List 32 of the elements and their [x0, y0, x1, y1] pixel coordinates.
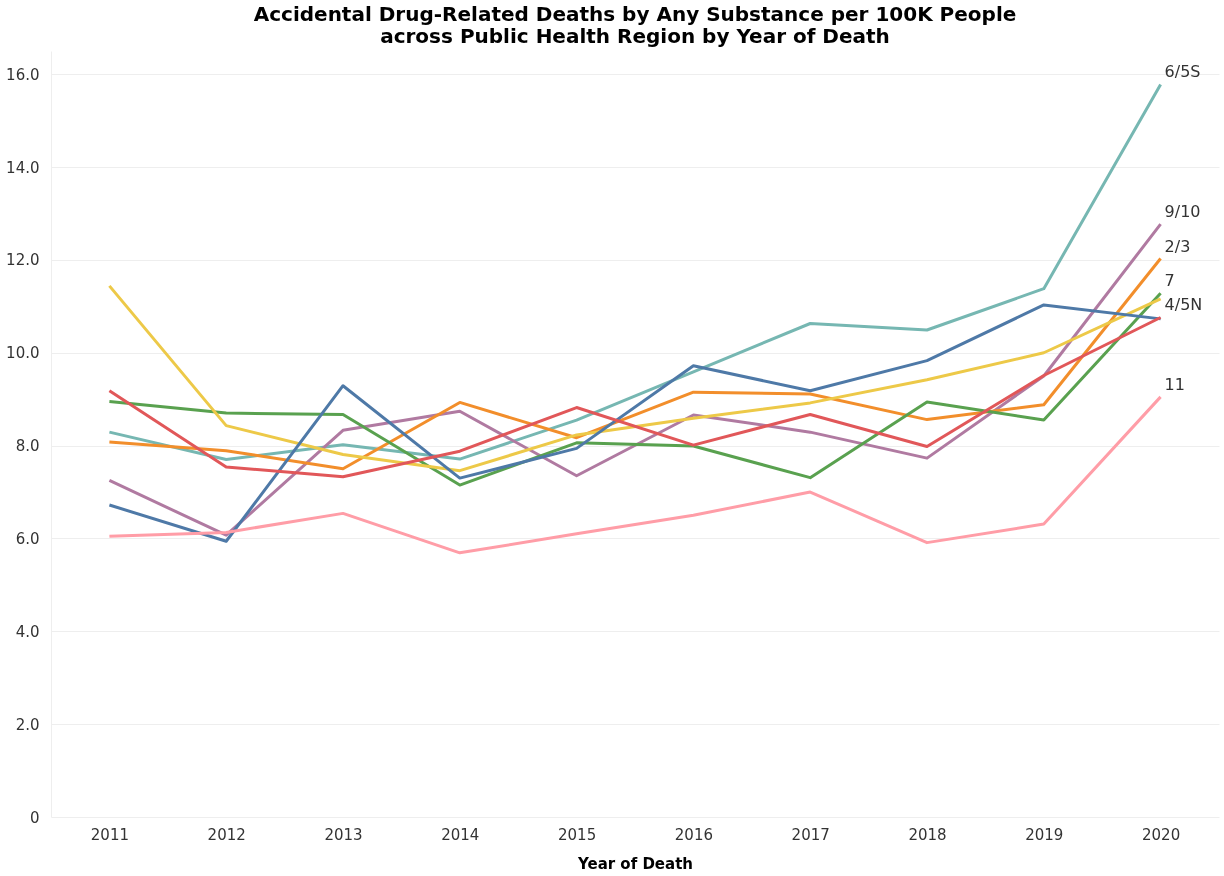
x-tick-label: 2012 [207, 825, 246, 844]
text: Accidental Drug-Related Deaths by Any Substance per 100K People [253, 2, 1017, 26]
x-tick-label: 2018 [908, 825, 947, 844]
y-tick-label: 10.0 [6, 344, 40, 363]
line-series [107, 395, 1163, 555]
y-tick-label: 0 [29, 808, 40, 827]
y-tick-label: 4.0 [15, 622, 40, 641]
series-label: 4/5N [1164, 295, 1203, 315]
series-label: 6/5S [1164, 62, 1201, 82]
x-tick-label: 2015 [558, 825, 597, 844]
x-tick-label: 2017 [791, 825, 830, 844]
y-tick-label: 16.0 [6, 65, 40, 84]
x-tick-label: 2014 [441, 825, 480, 844]
y-tick-label: 14.0 [6, 158, 40, 177]
series-label: 7 [1164, 271, 1175, 291]
y-tick-label: 6.0 [15, 529, 40, 548]
x-tick-label: 2016 [674, 825, 713, 844]
y-tick-label: 2.0 [15, 715, 40, 734]
text: across Public Health Region by Year of Death [380, 24, 890, 48]
x-tick-label: 2020 [1142, 825, 1181, 844]
x-axis-title: Year of Death [576, 854, 694, 873]
y-tick-label: 8.0 [15, 437, 40, 456]
line-series [107, 303, 1163, 543]
line-series [107, 82, 1163, 462]
y-tick-label: 12.0 [6, 251, 40, 270]
series-label: 11 [1164, 374, 1185, 394]
x-tick-label: 2011 [90, 825, 129, 844]
x-tick-label: 2019 [1025, 825, 1064, 844]
series-label: 2/3 [1164, 236, 1191, 256]
x-tick-label: 2013 [324, 825, 363, 844]
line-series [107, 315, 1163, 479]
series-label: 9/10 [1164, 202, 1201, 222]
